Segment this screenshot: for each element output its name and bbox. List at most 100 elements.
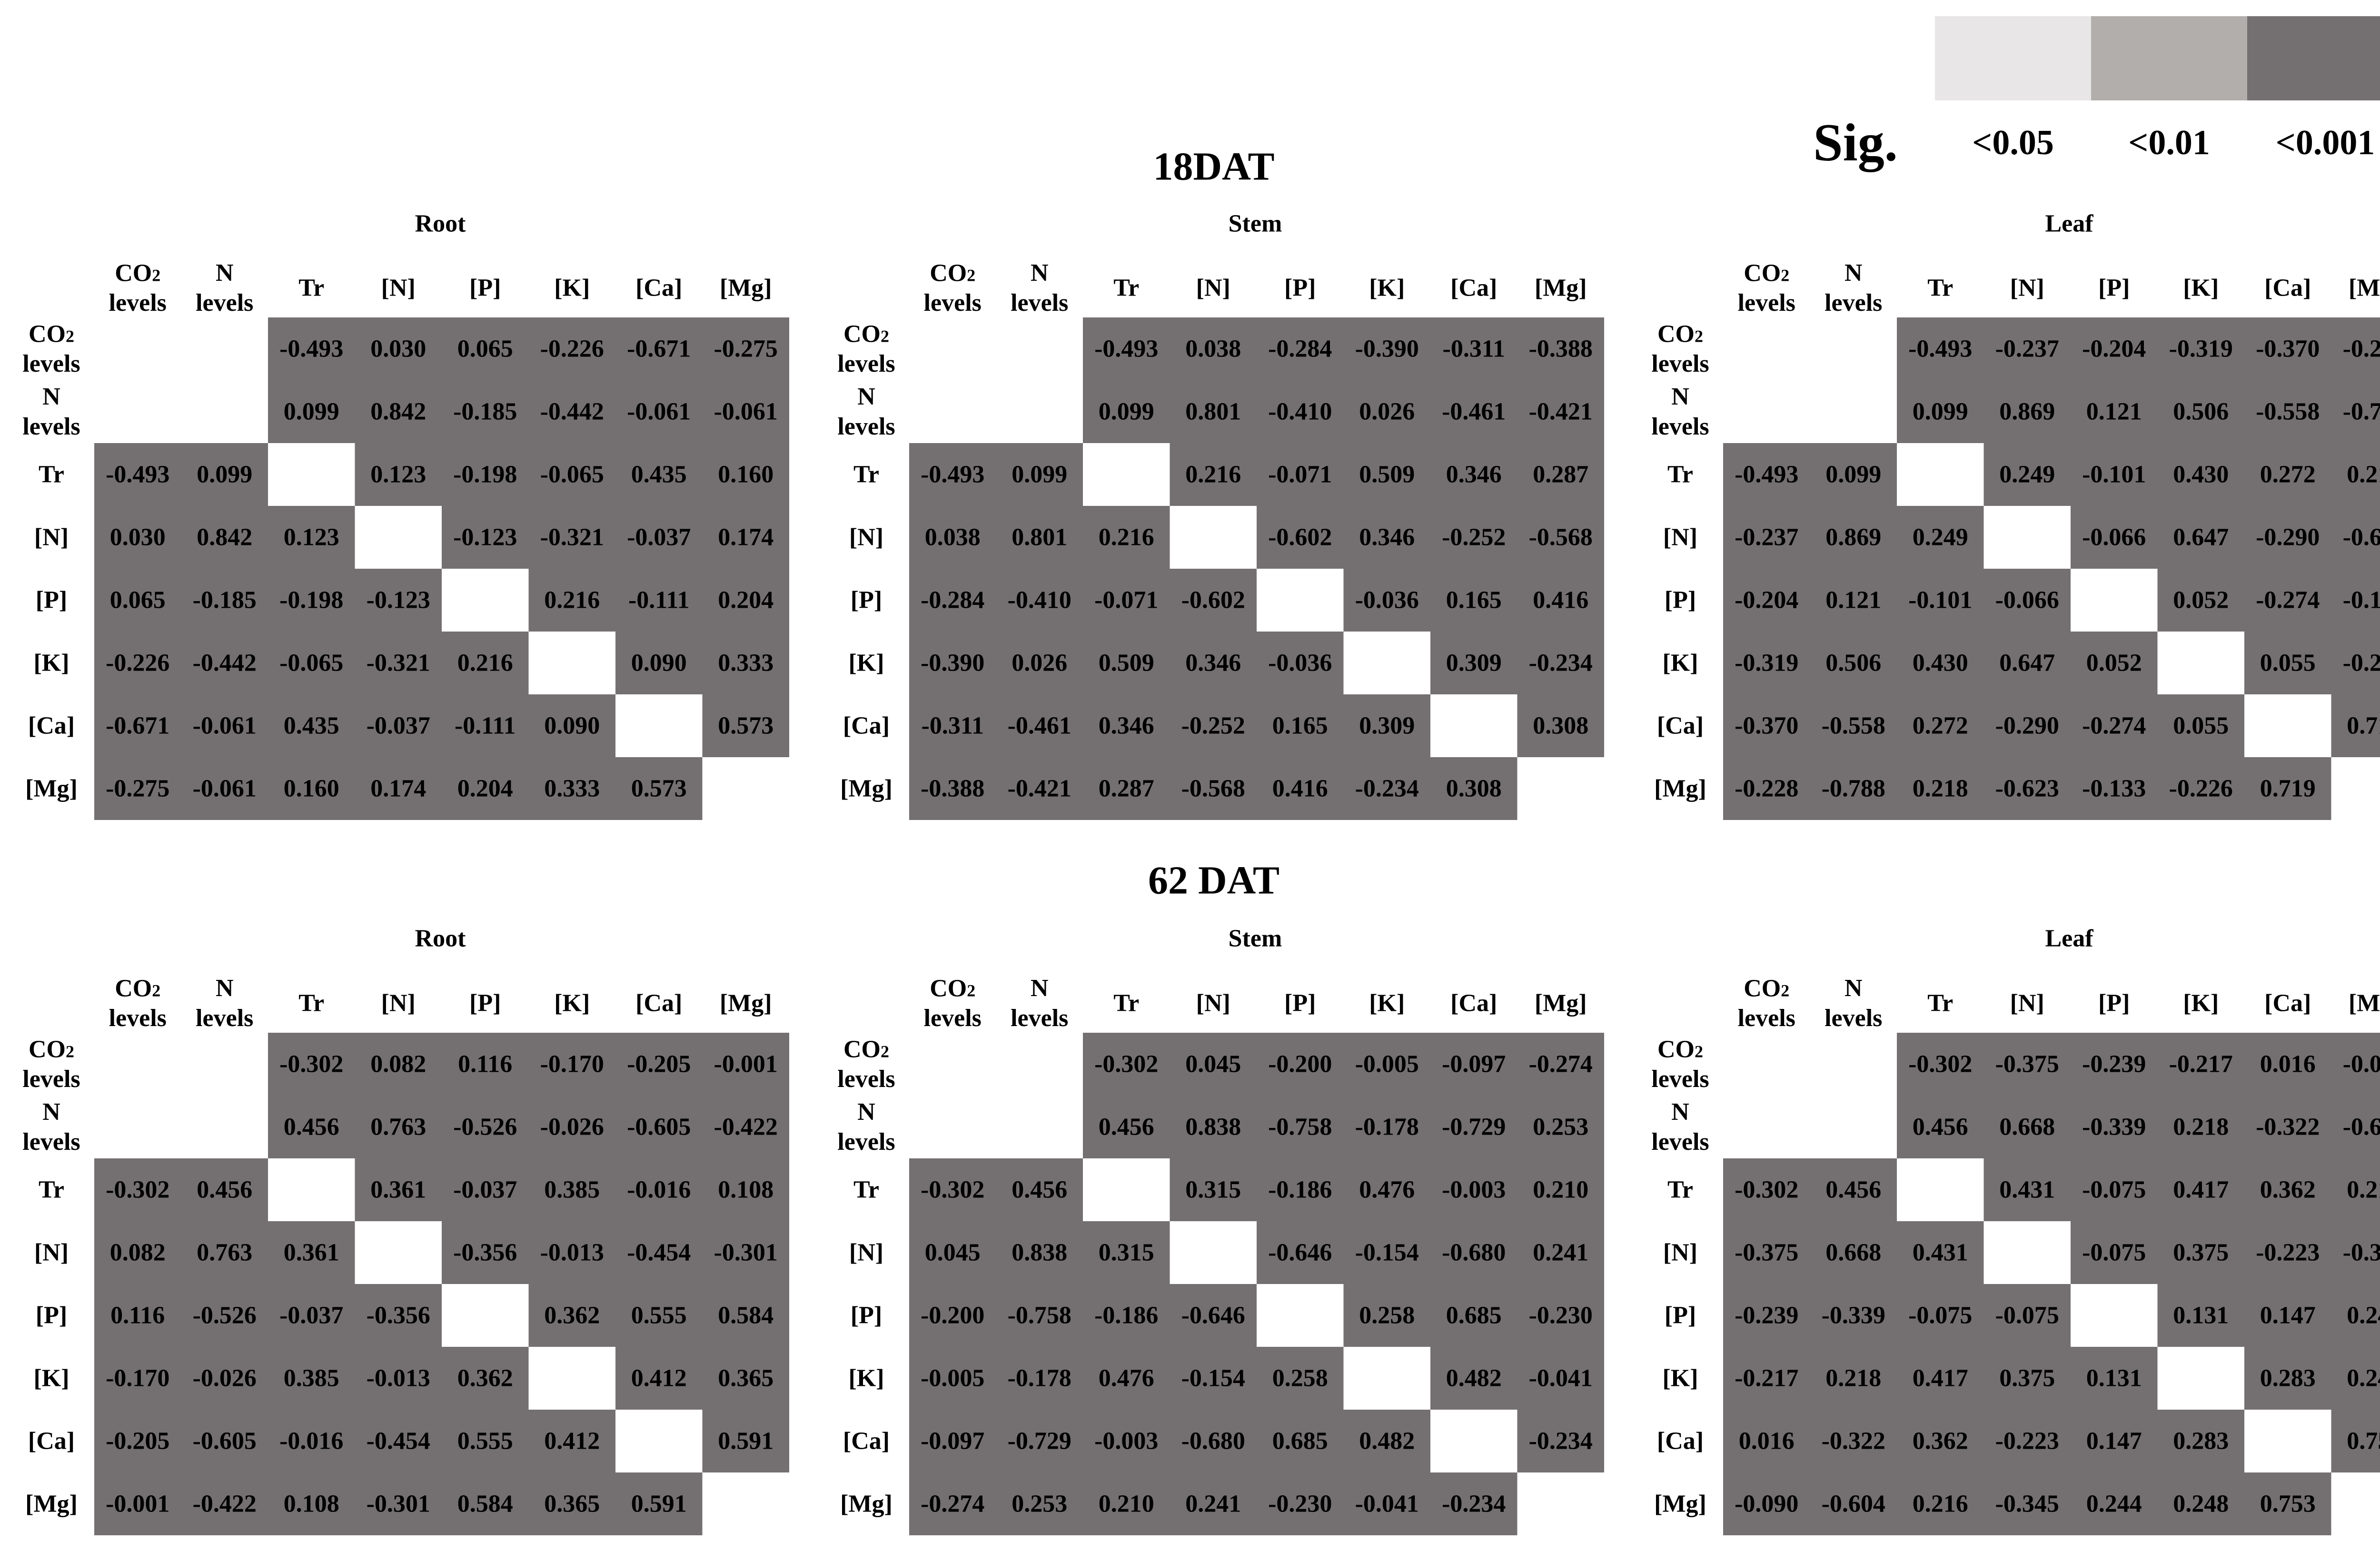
- heatmap-cell: [1170, 380, 1257, 443]
- cell-value: -0.223: [1995, 1428, 2059, 1455]
- heatmap-cell: [2244, 1221, 2331, 1284]
- col-label: Tr: [1113, 990, 1139, 1017]
- cell-value: 0.456: [1012, 1176, 1067, 1204]
- row-label-line: Tr: [1667, 1176, 1693, 1204]
- heatmap-cell: [2331, 694, 2380, 757]
- cell-value: 0.431: [1913, 1239, 1968, 1266]
- col-label-line: levels: [1011, 289, 1068, 316]
- heatmap-cell: [2331, 443, 2380, 506]
- heatmap-cell: [2157, 506, 2244, 569]
- row-label-line: [P]: [36, 1302, 67, 1329]
- col-label-line: CO2: [115, 975, 160, 1002]
- heatmap-cell: [1170, 1284, 1257, 1347]
- heatmap-cell: [1723, 1410, 1810, 1472]
- cell-value: 0.509: [1099, 650, 1154, 677]
- cell-value: -0.226: [2169, 775, 2233, 802]
- heatmap-cell: [181, 443, 268, 506]
- col-label: CO2 levels: [924, 975, 982, 1032]
- heatmap-cell: [1343, 1221, 1430, 1284]
- heatmap-cell: [442, 694, 529, 757]
- cell-value: 0.482: [1446, 1365, 1502, 1392]
- cell-value: -0.422: [193, 1491, 257, 1518]
- cell-value: 0.123: [284, 524, 339, 551]
- heatmap-cell: [355, 632, 442, 694]
- cell-value: 0.753: [2260, 1491, 2316, 1518]
- cell-value: 0.210: [1533, 1176, 1588, 1204]
- cell-value: -0.274: [1529, 1051, 1593, 1078]
- cell-value: -0.302: [1908, 1051, 1972, 1078]
- col-label-line: [P]: [1284, 990, 1316, 1017]
- heatmap-cell: [1257, 317, 1344, 380]
- heatmap-cell: [2071, 757, 2158, 820]
- cell-value: 0.244: [2086, 1491, 2142, 1518]
- heatmap-cell: [2331, 380, 2380, 443]
- col-label-line: levels: [109, 289, 167, 316]
- heatmap-cell: [1983, 569, 2071, 632]
- row-label: Tr: [853, 461, 879, 488]
- cell-value: -0.758: [1008, 1302, 1071, 1329]
- heatmap-cell: [1170, 1410, 1257, 1472]
- row-label-line: [Mg]: [25, 775, 78, 802]
- col-label: [Mg]: [1535, 275, 1587, 302]
- row-label-line: CO2: [29, 1036, 74, 1063]
- heatmap-cell: [1517, 317, 1604, 380]
- heatmap-cell: [1430, 380, 1517, 443]
- heatmap-cell: [1897, 632, 1984, 694]
- cell-value: -0.321: [367, 650, 430, 677]
- cell-value: -0.275: [106, 775, 169, 802]
- cell-value: -0.239: [1735, 1302, 1798, 1329]
- row-label: [P]: [1665, 1302, 1696, 1329]
- cell-value: -0.090: [2343, 1051, 2380, 1078]
- heatmap-cell: [2071, 443, 2158, 506]
- heatmap-cell: [1810, 1221, 1897, 1284]
- cell-value: 0.272: [1913, 712, 1968, 740]
- heatmap-cell: [1983, 443, 2071, 506]
- row-label-line: levels: [1651, 413, 1709, 440]
- row-label-line: CO2: [843, 320, 889, 347]
- cell-value: -0.111: [455, 712, 516, 740]
- cell-value: -0.217: [2169, 1051, 2233, 1078]
- col-label-line: [Mg]: [720, 275, 772, 302]
- cell-value: -0.302: [106, 1176, 169, 1204]
- cell-value: 0.509: [1359, 461, 1415, 488]
- heatmap-cell: [2331, 1410, 2380, 1472]
- cell-value: 0.082: [370, 1051, 426, 1078]
- cell-value: -0.205: [106, 1428, 169, 1455]
- heatmap-cell: [355, 1410, 442, 1472]
- col-label: [Mg]: [720, 990, 772, 1017]
- cell-value: -0.230: [1529, 1302, 1593, 1329]
- cell-value: -0.097: [921, 1428, 984, 1455]
- col-label-line: [Ca]: [635, 990, 682, 1017]
- col-label-line: CO2: [930, 975, 975, 1002]
- cell-value: -0.671: [106, 712, 169, 740]
- heatmap-cell: [1723, 506, 1810, 569]
- heatmap-cell: [1983, 757, 2071, 820]
- row-label: [N]: [849, 1239, 883, 1266]
- heatmap-cell: [1083, 1033, 1170, 1096]
- cell-value: 0.131: [2173, 1302, 2229, 1329]
- row-label: Tr: [1667, 461, 1693, 488]
- cell-value: 0.506: [1825, 650, 1881, 677]
- cell-value: -0.237: [1735, 524, 1798, 551]
- heatmap-cell: [1897, 694, 1984, 757]
- heatmap-cell: [615, 443, 703, 506]
- col-label: [N]: [1196, 275, 1230, 302]
- heatmap-cell: [1083, 1096, 1170, 1158]
- cell-value: 0.216: [1913, 1491, 1968, 1518]
- cell-value: 0.216: [544, 587, 600, 614]
- cell-value: -0.228: [2343, 336, 2380, 363]
- cell-value: -0.558: [2256, 398, 2320, 425]
- cell-value: 0.258: [1359, 1302, 1415, 1329]
- heatmap-cell: [2157, 1410, 2244, 1472]
- heatmap-cell: [2157, 1284, 2244, 1347]
- row-label-line: Tr: [39, 461, 64, 488]
- heatmap-cell: [2071, 380, 2158, 443]
- heatmap-cell: [2244, 1472, 2331, 1535]
- heatmap-cell: [94, 443, 181, 506]
- heatmap-cell: [1517, 506, 1604, 569]
- heatmap-cell: [1257, 380, 1344, 443]
